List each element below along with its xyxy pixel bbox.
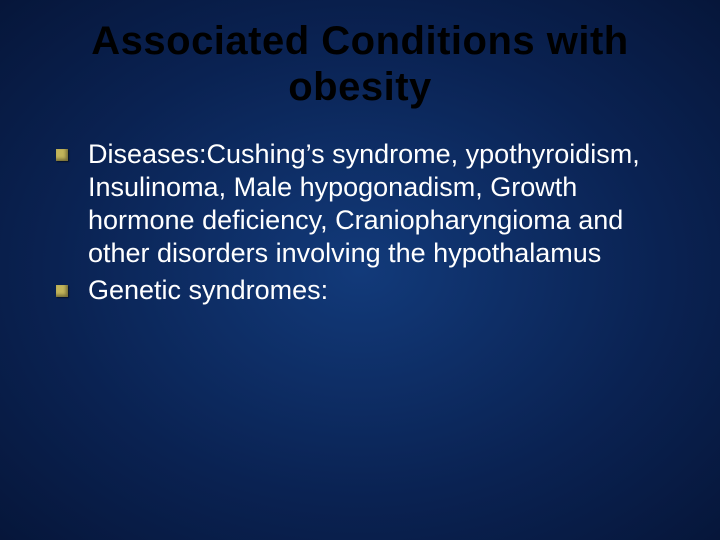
bullet-square-icon — [56, 285, 68, 297]
slide: Associated Conditions with obesity Disea… — [0, 0, 720, 540]
bullet-list: Diseases:Cushing’s syndrome, ypothyroidi… — [50, 138, 670, 307]
slide-title: Associated Conditions with obesity — [50, 18, 670, 110]
list-item: Diseases:Cushing’s syndrome, ypothyroidi… — [88, 138, 670, 270]
bullet-text: Genetic syndromes: — [88, 275, 328, 305]
bullet-square-icon — [56, 149, 68, 161]
bullet-text: Diseases:Cushing’s syndrome, ypothyroidi… — [88, 139, 640, 268]
list-item: Genetic syndromes: — [88, 274, 670, 307]
